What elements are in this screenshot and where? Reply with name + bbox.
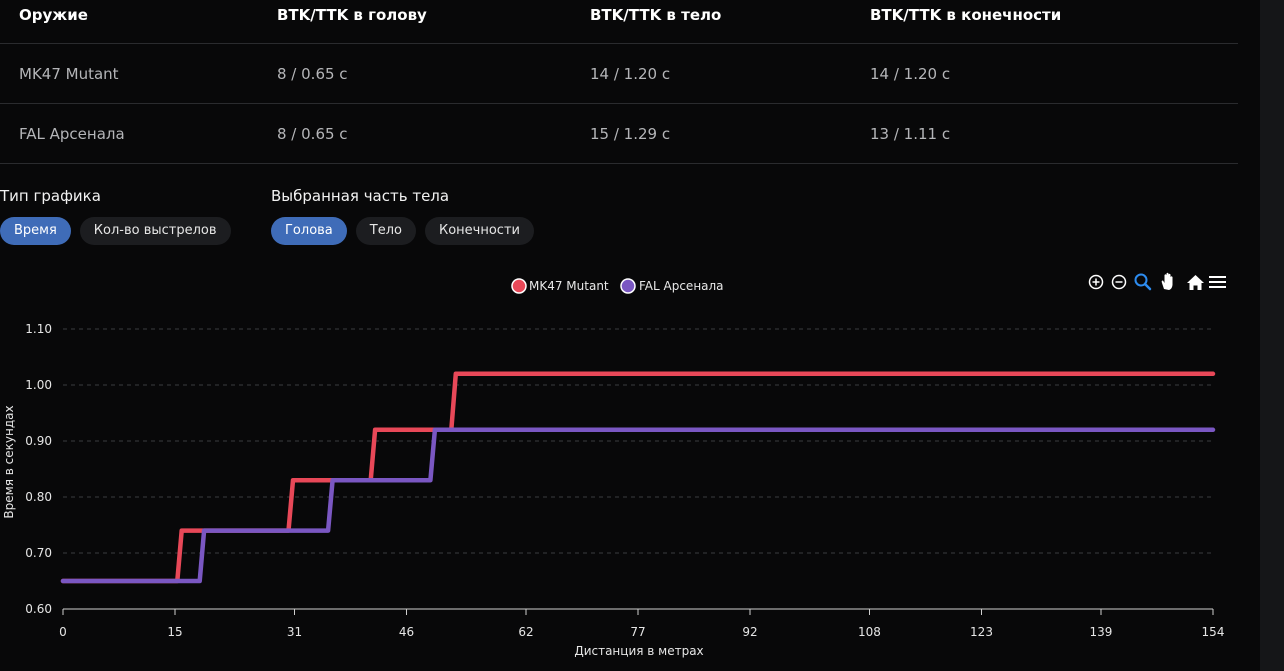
legend-item-fal[interactable]: FAL Арсенала: [620, 278, 724, 294]
x-tick-label: 123: [970, 625, 993, 639]
body-part-filter: Выбранная часть тела Голова Тело Конечно…: [271, 187, 534, 245]
x-axis-title: Дистанция в метрах: [574, 644, 703, 658]
cell-head: 8 / 0.65 с: [277, 64, 348, 83]
x-tick-label: 31: [287, 625, 302, 639]
y-tick-label: 0.80: [25, 490, 52, 504]
series-line-mk47[interactable]: [60, 371, 1216, 584]
body-part-head-button[interactable]: Голова: [271, 217, 347, 245]
cell-weapon: FAL Арсенала: [19, 124, 125, 143]
table-row: FAL Арсенала 8 / 0.65 с 15 / 1.29 с 13 /…: [0, 104, 1238, 164]
x-tick-label: 92: [742, 625, 757, 639]
scrollbar-track[interactable]: [1260, 0, 1284, 671]
table-header-row: Оружие BTK/TTK в голову BTK/TTK в тело B…: [0, 0, 1238, 44]
pan-hand-icon[interactable]: [1161, 272, 1173, 290]
chart-canvas: 0.60 0.70 0.80 0.90 1.00 1.10 0 15 31 46 62 77 92 108…: [2, 272, 1226, 658]
menu-icon[interactable]: [1209, 276, 1226, 288]
header-body: BTK/TTK в тело: [590, 6, 722, 24]
chart-toolbar: [1088, 272, 1226, 291]
y-axis-title: Время в секундах: [2, 405, 16, 518]
header-weapon: Оружие: [19, 6, 88, 24]
x-tick-label: 139: [1090, 625, 1113, 639]
ttk-table: Оружие BTK/TTK в голову BTK/TTK в тело B…: [0, 0, 1238, 164]
cell-head: 8 / 0.65 с: [277, 124, 348, 143]
table-row: MK47 Mutant 8 / 0.65 с 14 / 1.20 с 14 / …: [0, 44, 1238, 104]
x-tick-label: 15: [167, 625, 182, 639]
x-tick-label: 77: [630, 625, 645, 639]
y-tick-label: 1.10: [25, 322, 52, 336]
legend-marker-fal: [620, 278, 636, 294]
body-part-body-button[interactable]: Тело: [355, 217, 416, 245]
y-tick-label: 1.00: [25, 378, 52, 392]
cell-body: 14 / 1.20 с: [590, 64, 671, 83]
body-part-limbs-button[interactable]: Конечности: [424, 217, 534, 245]
legend-label-mk47: MK47 Mutant: [529, 279, 609, 293]
cell-weapon: MK47 Mutant: [19, 64, 119, 83]
legend-item-mk47[interactable]: MK47 Mutant: [511, 278, 609, 294]
x-tick-label: 46: [399, 625, 414, 639]
cell-limbs: 14 / 1.20 с: [870, 64, 951, 83]
legend-marker-mk47: [511, 278, 527, 294]
chart-type-time-button[interactable]: Время: [0, 217, 71, 245]
cell-limbs: 13 / 1.11 с: [870, 124, 951, 143]
x-tick-label: 108: [858, 625, 881, 639]
chart-type-label: Тип графика: [0, 187, 101, 205]
legend-label-fal: FAL Арсенала: [639, 279, 724, 293]
x-tick-label: 0: [59, 625, 67, 639]
y-tick-label: 0.70: [25, 546, 52, 560]
header-head: BTK/TTK в голову: [277, 6, 427, 24]
ttk-chart: 0.60 0.70 0.80 0.90 1.00 1.10 0 15 31 46 62 77 92 108…: [0, 265, 1250, 665]
y-tick-label: 0.90: [25, 434, 52, 448]
reset-home-icon[interactable]: [1187, 275, 1204, 290]
chart-type-filter: Тип графика Время Кол-во выстрелов: [0, 187, 231, 245]
header-limbs: BTK/TTK в конечности: [870, 6, 1062, 24]
selection-zoom-icon[interactable]: [1134, 273, 1152, 291]
series-line-fal[interactable]: [60, 427, 1216, 584]
cell-body: 15 / 1.29 с: [590, 124, 671, 143]
zoom-out-icon[interactable]: [1111, 274, 1127, 290]
chart-type-shots-button[interactable]: Кол-во выстрелов: [79, 217, 231, 245]
y-tick-label: 0.60: [25, 602, 52, 616]
zoom-in-icon[interactable]: [1088, 274, 1104, 290]
body-part-label: Выбранная часть тела: [271, 187, 450, 205]
x-tick-label: 154: [1202, 625, 1225, 639]
x-tick-label: 62: [518, 625, 533, 639]
chart-legend: MK47 Mutant FAL Арсенала: [511, 278, 724, 294]
